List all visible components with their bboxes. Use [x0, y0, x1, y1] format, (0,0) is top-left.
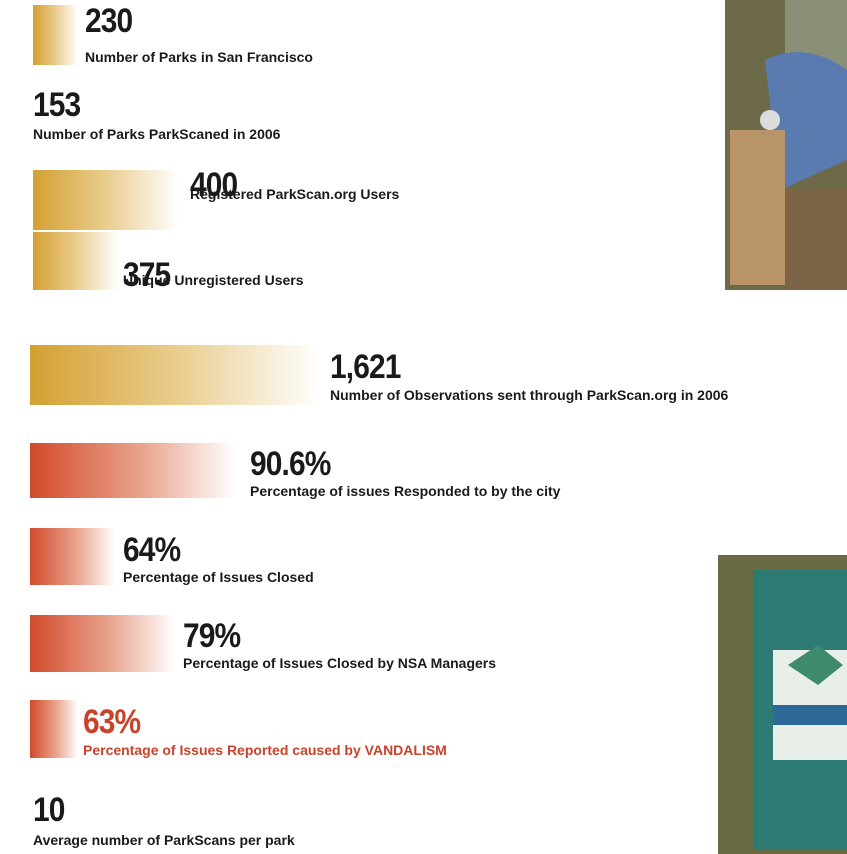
photo-volunteers — [725, 0, 847, 290]
bar — [33, 170, 178, 230]
stat-number: 10 — [33, 793, 65, 827]
stat-label: Average number of ParkScans per park — [33, 832, 295, 848]
bar — [30, 528, 115, 585]
stat-label: Registered ParkScan.org Users — [190, 186, 399, 202]
stat-label: Percentage of Issues Reported caused by … — [83, 742, 447, 758]
stat-label: Number of Observations sent through Park… — [330, 387, 728, 403]
stat-number: 64% — [123, 533, 180, 567]
stat-label: Percentage of Issues Closed — [123, 569, 314, 585]
photo-sign — [718, 555, 847, 854]
bar — [30, 615, 175, 672]
stat-label: Percentage of issues Responded to by the… — [250, 483, 560, 499]
page: 230 Number of Parks in San Francisco 153… — [0, 0, 847, 854]
stat-label: Percentage of Issues Closed by NSA Manag… — [183, 655, 496, 671]
bar — [33, 232, 118, 290]
stat-number: 90.6% — [250, 447, 330, 481]
bar — [30, 345, 320, 405]
stat-number: 1,621 — [330, 350, 400, 384]
stat-label: Unique Unregistered Users — [123, 272, 304, 288]
stat-number: 230 — [85, 4, 132, 38]
stat-number: 63% — [83, 705, 140, 739]
stat-label: Number of Parks ParkScaned in 2006 — [33, 126, 280, 142]
stat-number: 153 — [33, 88, 80, 122]
bar — [30, 443, 235, 498]
bar — [33, 5, 78, 65]
stat-number: 79% — [183, 619, 240, 653]
bar — [30, 700, 78, 758]
stat-label: Number of Parks in San Francisco — [85, 49, 313, 65]
